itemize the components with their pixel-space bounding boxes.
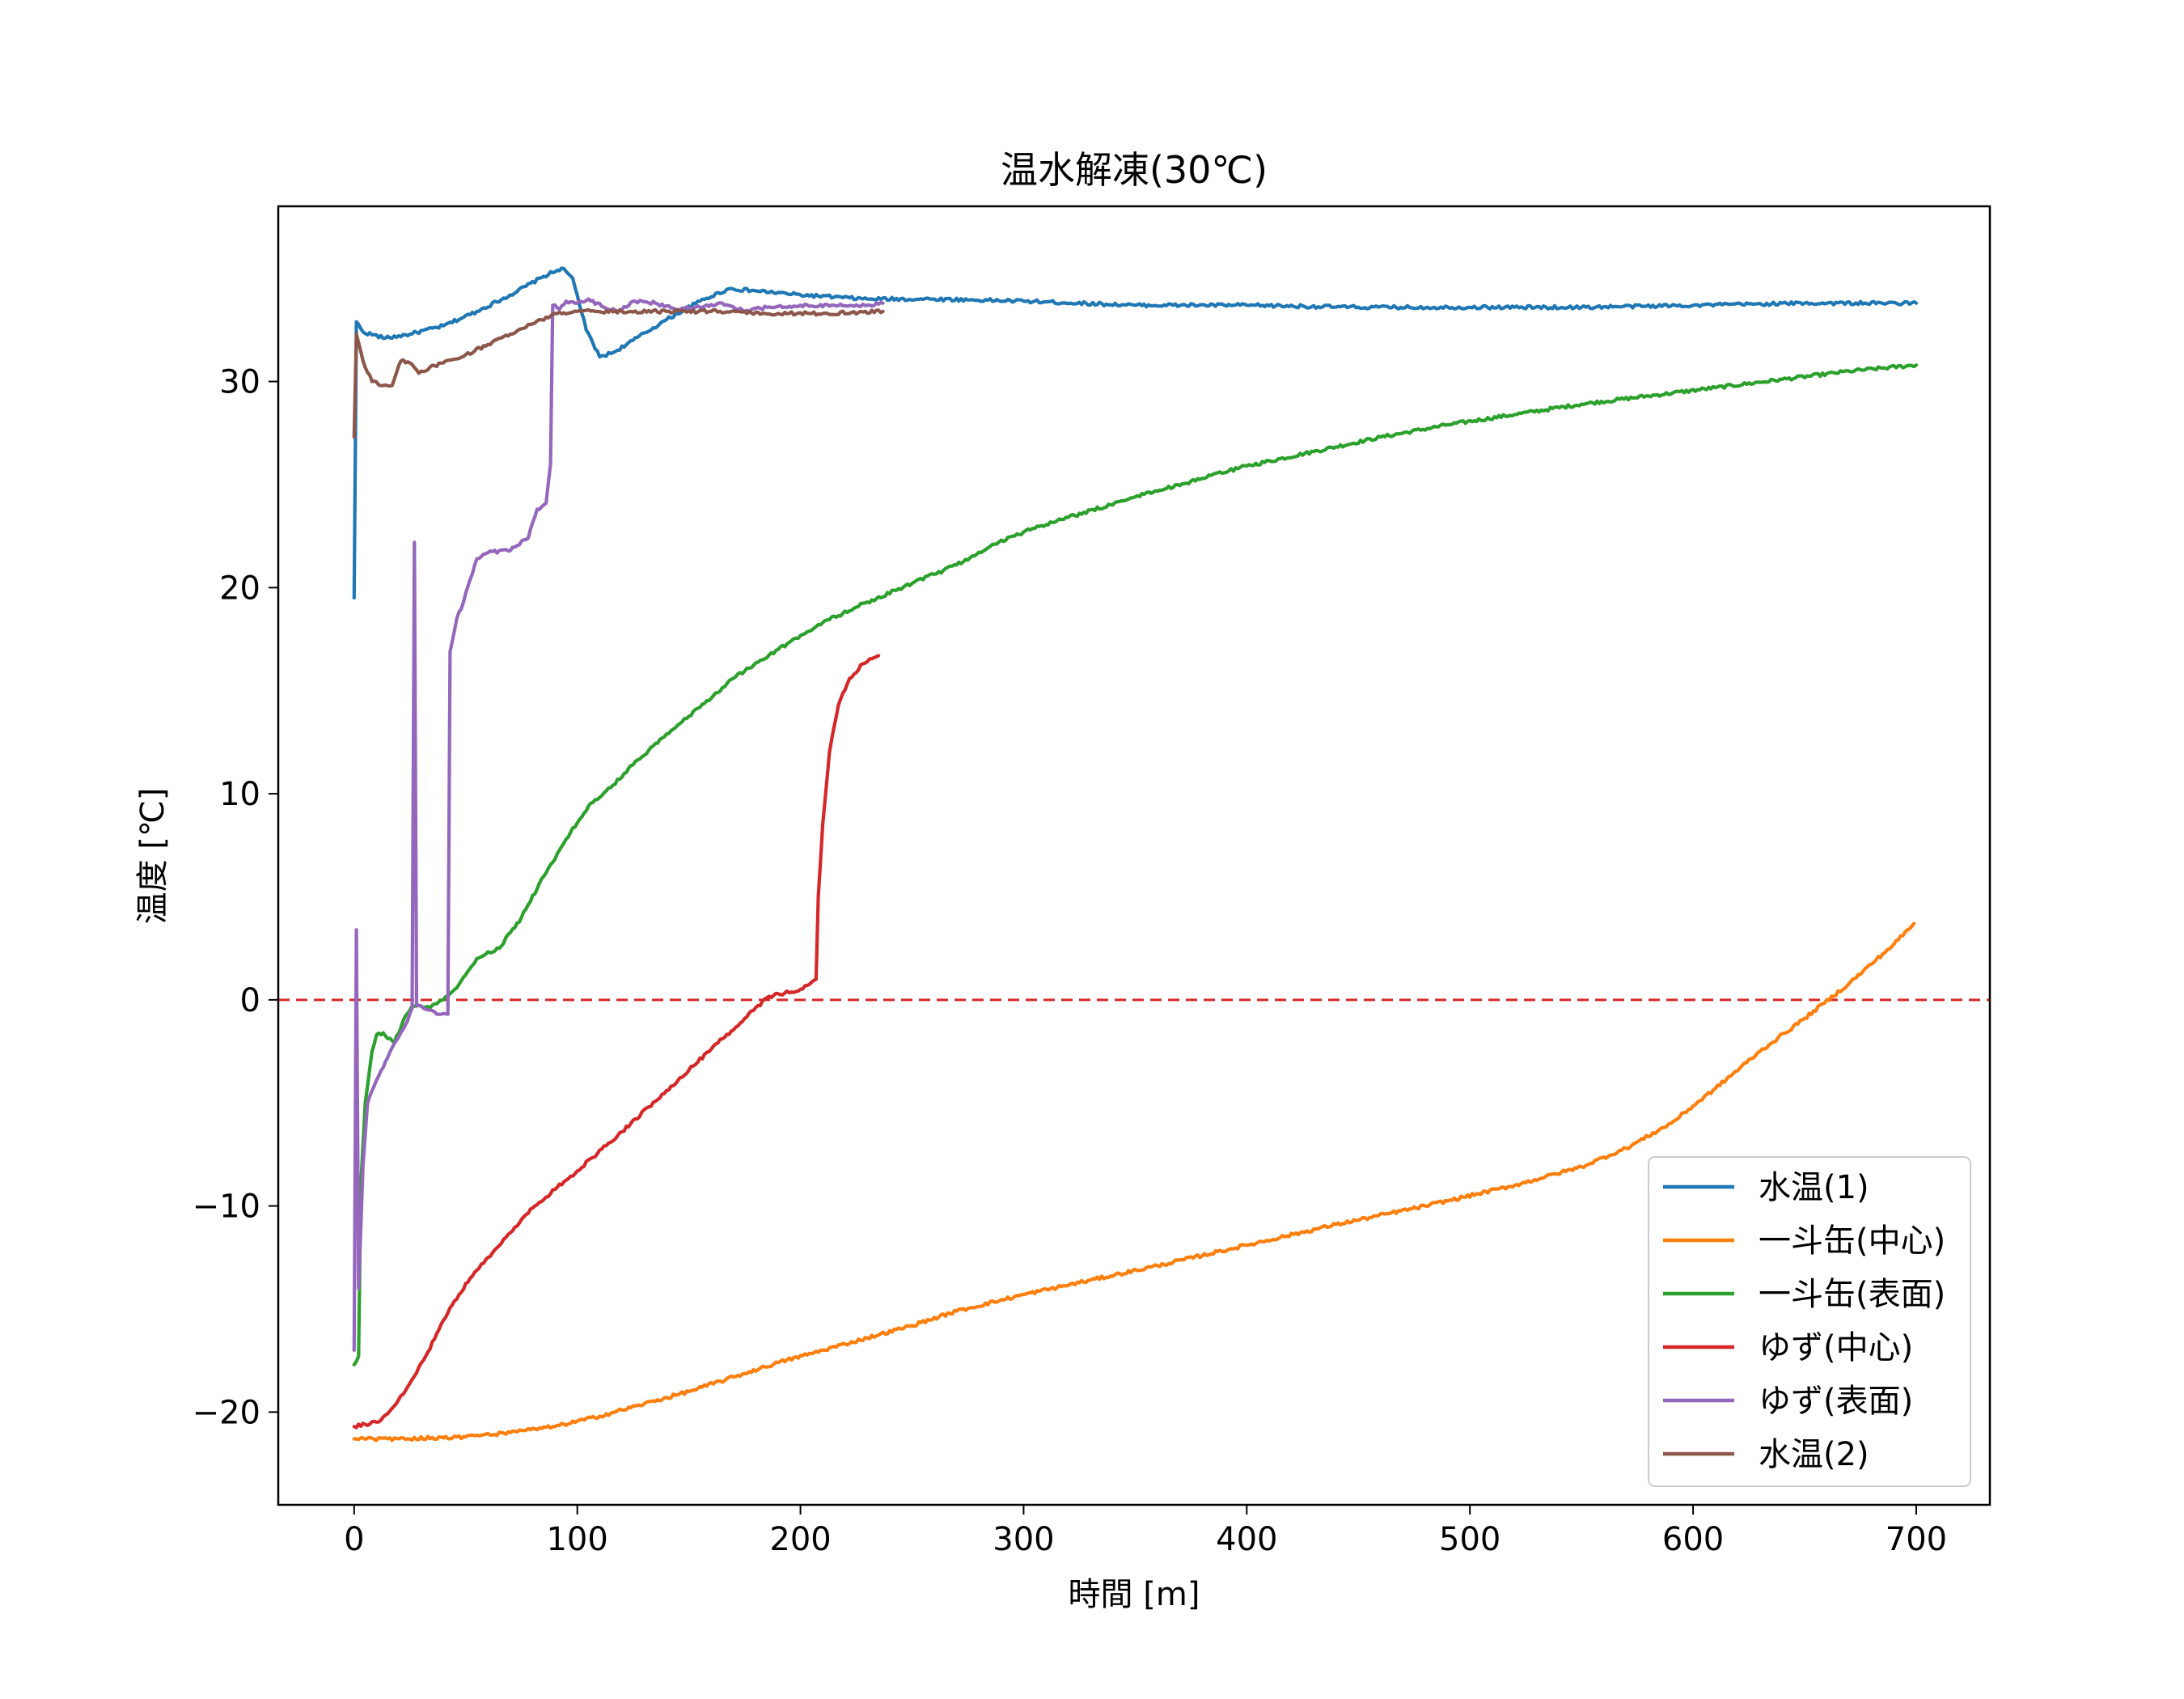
series-line-series-4 xyxy=(352,654,881,1430)
x-tick-label: 200 xyxy=(769,1521,831,1558)
x-tick-label: 0 xyxy=(344,1521,364,1558)
legend-label: 一斗缶(中心) xyxy=(1759,1222,1945,1260)
legend-label: 水温(1) xyxy=(1759,1169,1869,1206)
y-tick-label: 0 xyxy=(240,982,260,1019)
y-tick-label: −20 xyxy=(193,1394,260,1431)
series-layer xyxy=(352,266,1919,1443)
legend-label: ゆず(中心) xyxy=(1759,1329,1913,1366)
series-line-1 xyxy=(352,266,1919,600)
y-tick-label: 20 xyxy=(219,570,260,607)
x-tick-label: 400 xyxy=(1216,1521,1277,1558)
series-line-2 xyxy=(352,307,885,439)
legend-label: 一斗缶(表面) xyxy=(1759,1276,1945,1313)
y-tick-label: 10 xyxy=(219,776,260,813)
x-tick-label: 300 xyxy=(993,1521,1054,1558)
x-axis-label: 時間 [m] xyxy=(1069,1576,1200,1613)
y-axis-ticks: −20 −10 0 10 20 30 xyxy=(193,364,278,1431)
series-line-series-2 xyxy=(352,922,1916,1443)
legend-label: 水温(2) xyxy=(1759,1436,1869,1473)
chart-title: 温水解凍(30℃) xyxy=(1001,148,1268,192)
y-tick-label: −10 xyxy=(193,1188,260,1226)
y-tick-label: 30 xyxy=(219,364,260,401)
x-tick-label: 600 xyxy=(1662,1521,1724,1558)
legend-label: ゆず(表面) xyxy=(1759,1383,1913,1420)
plot-area xyxy=(277,205,1991,1506)
x-tick-label: 100 xyxy=(546,1521,607,1558)
legend: 水温(1) 一斗缶(中心) 一斗缶(表面) ゆず(中心) ゆず(表面) 水温(2) xyxy=(1648,1156,1971,1487)
x-axis-ticks: 0 100 200 300 400 500 600 700 xyxy=(344,1505,1947,1558)
x-tick-label: 700 xyxy=(1886,1521,1947,1558)
x-tick-label: 500 xyxy=(1439,1521,1500,1558)
series-line-series-3 xyxy=(352,363,1919,1366)
axes-frame xyxy=(277,205,1991,1506)
y-axis-label: 温度 [℃] xyxy=(134,788,171,925)
